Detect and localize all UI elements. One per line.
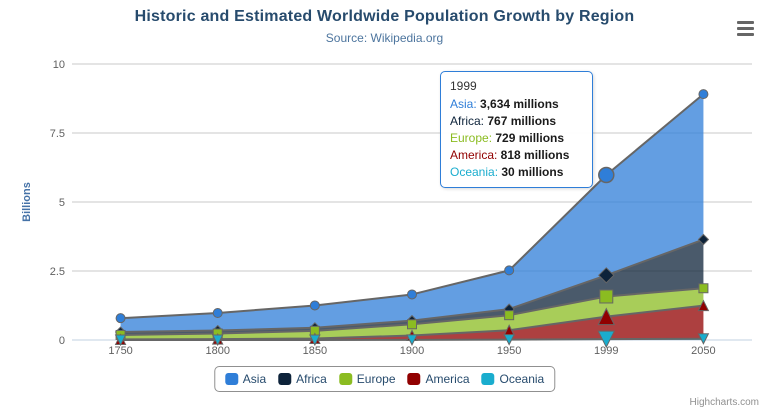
y-axis-tick-label: 0 xyxy=(59,335,65,347)
point-marker-oceania[interactable] xyxy=(309,334,321,347)
legend-item-europe[interactable]: Europe xyxy=(338,372,396,386)
y-axis-tick-label: 5 xyxy=(59,197,65,209)
point-marker-oceania[interactable] xyxy=(503,334,515,346)
legend-label: Asia xyxy=(242,372,267,386)
point-marker-oceania[interactable] xyxy=(697,333,710,345)
point-marker-asia[interactable] xyxy=(309,300,320,311)
point-marker-asia[interactable] xyxy=(212,308,223,319)
area-band-america xyxy=(120,305,704,340)
point-marker-oceania[interactable] xyxy=(406,334,418,346)
legend-swatch xyxy=(481,373,495,385)
point-marker-oceania[interactable] xyxy=(114,334,127,347)
x-axis-tick-label: 1999 xyxy=(594,345,618,357)
x-axis-tick-label: 1800 xyxy=(205,345,229,357)
credits-link[interactable]: Highcharts.com xyxy=(689,397,759,408)
hamburger-bar xyxy=(737,27,754,30)
point-marker-europe[interactable] xyxy=(698,283,709,294)
point-marker-asia[interactable] xyxy=(407,289,417,300)
chart-subtitle: Source: Wikipedia.org xyxy=(325,31,444,45)
point-marker-asia[interactable] xyxy=(598,166,615,184)
legend-label: Oceania xyxy=(499,372,545,386)
x-axis-tick-label: 2050 xyxy=(691,345,715,357)
x-axis-tick-label: 1900 xyxy=(400,345,424,357)
x-axis-tick-label: 1750 xyxy=(108,345,132,357)
y-axis-tick-label: 2.5 xyxy=(50,266,65,278)
legend-swatch xyxy=(338,373,352,385)
legend-item-africa[interactable]: Africa xyxy=(278,372,327,386)
point-marker-europe[interactable] xyxy=(504,310,515,321)
legend-label: Europe xyxy=(356,372,396,386)
point-marker-asia[interactable] xyxy=(698,89,709,100)
point-marker-africa[interactable] xyxy=(697,233,710,246)
hamburger-icon[interactable] xyxy=(737,21,755,37)
y-axis-tick-label: 10 xyxy=(53,59,65,71)
point-marker-europe[interactable] xyxy=(407,319,417,330)
point-marker-europe[interactable] xyxy=(599,289,614,304)
legend: Asia Africa Europe America Oceania xyxy=(213,366,556,392)
area-band-africa xyxy=(120,239,704,335)
point-marker-africa[interactable] xyxy=(598,267,615,284)
hamburger-bar xyxy=(737,21,754,24)
point-marker-america[interactable] xyxy=(697,299,710,312)
x-axis-tick-label: 1950 xyxy=(497,345,521,357)
legend-swatch xyxy=(278,373,292,385)
legend-label: Africa xyxy=(296,372,327,386)
area-band-asia xyxy=(120,94,704,333)
legend-item-america[interactable]: America xyxy=(407,372,470,386)
chart-title: Historic and Estimated Worldwide Populat… xyxy=(134,8,635,25)
legend-item-asia[interactable]: Asia xyxy=(224,372,267,386)
legend-label: America xyxy=(425,372,470,386)
x-axis-tick-label: 1850 xyxy=(303,345,327,357)
y-axis-title: Billions xyxy=(21,182,33,222)
point-marker-oceania[interactable] xyxy=(211,334,224,347)
hamburger-bar xyxy=(737,33,754,36)
y-axis-tick-label: 7.5 xyxy=(50,128,65,140)
legend-item-oceania[interactable]: Oceania xyxy=(481,372,545,386)
point-marker-asia[interactable] xyxy=(504,265,515,276)
legend-swatch xyxy=(407,373,421,385)
point-marker-america[interactable] xyxy=(597,307,616,326)
point-marker-oceania[interactable] xyxy=(597,330,616,349)
legend-swatch xyxy=(224,373,238,385)
point-marker-asia[interactable] xyxy=(115,313,126,324)
